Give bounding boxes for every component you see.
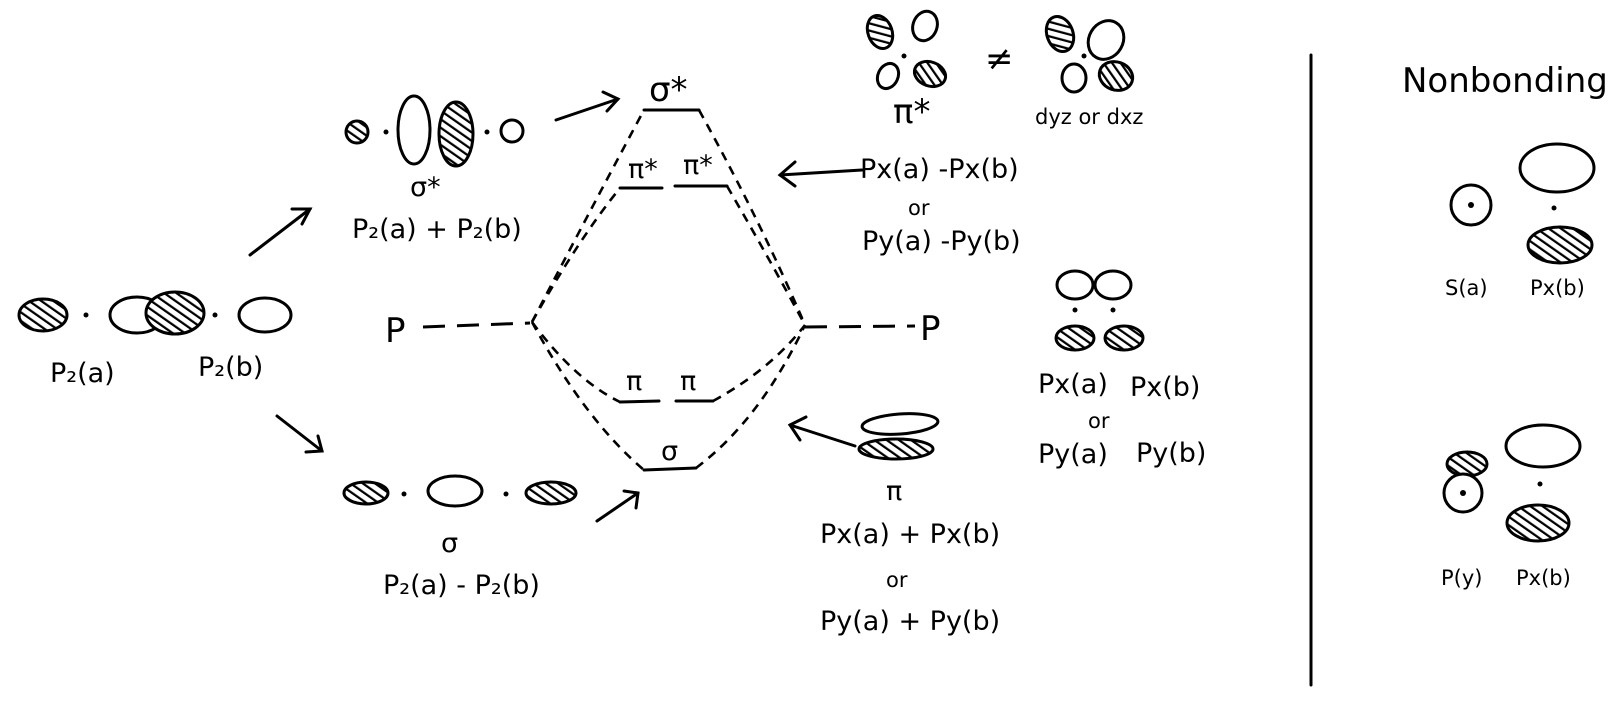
pi-star-or: or	[908, 196, 930, 220]
nonbonding-title: Nonbonding	[1402, 61, 1608, 101]
not-equal-sign: ≠	[985, 39, 1014, 79]
sigma-lobe-2	[426, 474, 484, 508]
sigma-star-label: σ*	[410, 172, 441, 203]
pi-combo-1: Px(a) + Px(b)	[820, 519, 1000, 550]
nonbonding-s-px-drawing	[1449, 142, 1596, 265]
arrow-sigma-star-to-level	[554, 90, 621, 122]
sigma-star-level-label: σ*	[649, 70, 688, 110]
arrow-to-sigma-star	[248, 207, 313, 257]
pz-a-lobe-left	[17, 297, 69, 333]
pi-or: or	[886, 568, 908, 592]
sigma-label: σ	[441, 528, 458, 559]
pi-level-1	[618, 399, 661, 404]
pz-a-label: P₂(a)	[50, 358, 115, 389]
arrow-to-sigma	[275, 414, 324, 454]
pz-b-label: P₂(b)	[198, 352, 263, 383]
nonbonding-py-px-drawing	[1442, 423, 1582, 543]
py-b-label: Py(b)	[1136, 438, 1206, 469]
d-orbital-drawing	[1044, 15, 1135, 94]
sigma-combo: P₂(a) - P₂(b)	[383, 570, 540, 601]
d-orbital-label: dyz or dxz	[1035, 105, 1143, 129]
px-a-label: Px(a)	[1038, 369, 1108, 400]
arrow-sigma-to-level	[595, 489, 640, 523]
pi-level-label-1: π	[626, 366, 642, 397]
right-p-level	[804, 324, 916, 329]
nonbonding-s-a-label: S(a)	[1445, 276, 1488, 300]
pi-drawing	[857, 412, 940, 461]
correlation-lines	[530, 109, 807, 471]
sigma-star-lobe-4	[499, 118, 525, 144]
sigma-level-label: σ	[661, 436, 678, 467]
pi-star-level-label-1: π*	[628, 154, 658, 185]
pi-combo-2: Py(a) + Py(b)	[820, 606, 1000, 637]
left-p-label: P	[385, 311, 406, 351]
sigma-lobe-1	[342, 480, 390, 506]
pi-star-combo-1: Px(a) -Px(b)	[860, 154, 1019, 185]
sigma-star-drawing	[344, 94, 525, 168]
pi-label: π	[886, 476, 902, 507]
nonbonding-px-b-label-2: Px(b)	[1516, 566, 1571, 590]
p-pair-drawing	[1054, 269, 1145, 352]
pi-star-drawing	[865, 9, 948, 91]
sigma-lobe-3	[524, 480, 578, 506]
p-pair-or: or	[1088, 409, 1110, 433]
sigma-drawing	[342, 474, 578, 508]
arrow-pi-star-to-level	[777, 160, 864, 188]
pi-star-combo-2: Py(a) -Py(b)	[862, 226, 1021, 257]
nonbonding-px-b-label-1: Px(b)	[1530, 276, 1585, 300]
pz-overlap-drawing	[17, 290, 293, 336]
sigma-level	[642, 466, 698, 472]
right-p-label: P	[920, 309, 941, 349]
sigma-star-lobe-2	[396, 94, 432, 166]
pz-b-lobe-right	[237, 296, 293, 334]
left-p-level	[422, 321, 531, 329]
sigma-star-lobe-1	[344, 119, 370, 145]
arrow-pi-to-level	[787, 415, 857, 448]
pi-level-label-2: π	[680, 366, 696, 397]
pz-b-nucleus	[212, 312, 218, 318]
pz-b-lobe-left	[144, 290, 206, 336]
nonbonding-p-y-label: P(y)	[1441, 566, 1482, 590]
pz-a-nucleus	[83, 312, 89, 318]
pi-star-level-label-2: π*	[683, 150, 713, 181]
sigma-star-combo: P₂(a) + P₂(b)	[352, 214, 522, 245]
py-a-label: Py(a)	[1038, 439, 1108, 470]
px-b-label: Px(b)	[1130, 372, 1200, 403]
sigma-star-lobe-3	[437, 100, 475, 168]
pi-star-label: π*	[893, 92, 930, 132]
